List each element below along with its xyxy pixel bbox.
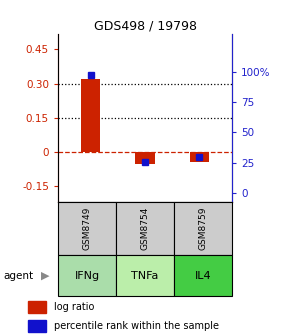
Bar [116,202,174,255]
Bar [58,255,116,296]
Text: GSM8759: GSM8759 [198,207,208,250]
Bar [174,202,232,255]
Text: GSM8749: GSM8749 [82,207,92,250]
Text: agent: agent [3,270,33,281]
Text: log ratio: log ratio [54,302,94,311]
Text: percentile rank within the sample: percentile rank within the sample [54,321,219,331]
Text: IL4: IL4 [195,270,211,281]
Bar [28,300,46,312]
Bar [174,255,232,296]
Bar [28,320,46,332]
Text: ▶: ▶ [41,270,49,281]
Bar [116,255,174,296]
Bar [81,79,100,152]
Title: GDS498 / 19798: GDS498 / 19798 [93,19,197,33]
Bar [58,202,116,255]
Text: GSM8754: GSM8754 [140,207,150,250]
Text: IFNg: IFNg [75,270,99,281]
Bar [135,152,155,164]
Text: TNFa: TNFa [131,270,159,281]
Bar [190,152,209,162]
